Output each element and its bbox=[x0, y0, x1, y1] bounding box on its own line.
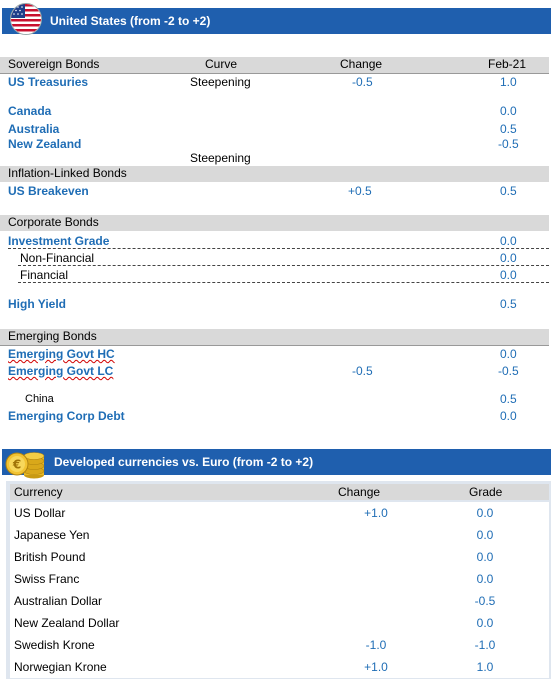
currency-name: US Dollar bbox=[14, 506, 66, 520]
currency-name: British Pound bbox=[14, 550, 86, 564]
currency-grade: 0.0 bbox=[476, 528, 494, 542]
row-financial: Financial bbox=[20, 268, 69, 282]
currency-grade: 0.0 bbox=[476, 550, 494, 564]
row-canada: Canada bbox=[8, 104, 52, 118]
us-breakeven-value: 0.5 bbox=[500, 184, 517, 198]
row-emerging-govt-hc: Emerging Govt HC bbox=[8, 347, 115, 361]
emerging-header: Emerging Bonds bbox=[8, 329, 97, 343]
inflation-header: Inflation-Linked Bonds bbox=[8, 166, 127, 180]
fx-row-swedish-krone: Swedish Krone -1.0 -1.0 bbox=[10, 634, 549, 656]
row-emerging-corp-debt: Emerging Corp Debt bbox=[8, 409, 125, 423]
fx-row-us-dollar: US Dollar +1.0 0.0 bbox=[10, 502, 549, 524]
currency-change: -1.0 bbox=[365, 638, 387, 652]
currency-name: Norwegian Krone bbox=[14, 660, 107, 674]
row-emerging-govt-lc: Emerging Govt LC bbox=[8, 364, 114, 378]
china-value: 0.5 bbox=[500, 392, 517, 406]
fx-header-row bbox=[10, 484, 549, 500]
fx-banner: Developed currencies vs. Euro (from -2 t… bbox=[2, 449, 551, 475]
non-financial-divider bbox=[18, 265, 549, 266]
corporate-header: Corporate Bonds bbox=[8, 215, 99, 229]
fx-grade-header: Grade bbox=[469, 485, 503, 499]
fx-row-japanese-yen: Japanese Yen 0.0 bbox=[10, 524, 549, 546]
financial-divider bbox=[18, 282, 549, 283]
investment-grade-divider bbox=[8, 248, 549, 249]
us-treasuries-curve: Steepening bbox=[190, 75, 251, 89]
fx-row-british-pound: British Pound 0.0 bbox=[10, 546, 549, 568]
row-australia: Australia bbox=[8, 122, 60, 136]
australia-value: 0.5 bbox=[500, 122, 517, 136]
high-yield-value: 0.5 bbox=[500, 297, 517, 311]
fx-row-australian-dollar: Australian Dollar -0.5 bbox=[10, 590, 549, 612]
currency-grade: 0.0 bbox=[476, 506, 494, 520]
row-non-financial: Non-Financial bbox=[20, 251, 95, 265]
fx-row-new-zealand-dollar: New Zealand Dollar 0.0 bbox=[10, 612, 549, 634]
fx-row-norwegian-krone: Norwegian Krone +1.0 1.0 bbox=[10, 656, 549, 678]
sovereign-header: Sovereign Bonds bbox=[8, 57, 100, 71]
emerging-govt-hc-value: 0.0 bbox=[500, 347, 517, 361]
us-breakeven-change: +0.5 bbox=[348, 184, 372, 198]
euro-coins-icon: € bbox=[4, 444, 46, 480]
row-new-zealand: New Zealand bbox=[8, 137, 82, 151]
currency-grade: 0.0 bbox=[476, 572, 494, 586]
currency-change: +1.0 bbox=[364, 660, 388, 674]
date-header: Feb-21 bbox=[488, 57, 527, 71]
row-us-treasuries: US Treasuries bbox=[8, 75, 89, 89]
row-high-yield: High Yield bbox=[8, 297, 67, 311]
curve-header: Curve bbox=[205, 57, 238, 71]
currency-name: New Zealand Dollar bbox=[14, 616, 120, 630]
curve-steepening-2: Steepening bbox=[190, 151, 251, 165]
us-flag-icon bbox=[10, 3, 42, 35]
us-treasuries-change: -0.5 bbox=[352, 75, 373, 89]
fx-banner-title: Developed currencies vs. Euro (from -2 t… bbox=[54, 455, 314, 469]
inflation-header-bar bbox=[0, 166, 549, 182]
svg-text:€: € bbox=[12, 458, 21, 472]
us-banner-title: United States (from -2 to +2) bbox=[50, 14, 211, 28]
currency-grade: 1.0 bbox=[476, 660, 494, 674]
canada-value: 0.0 bbox=[500, 104, 517, 118]
currency-change: +1.0 bbox=[364, 506, 388, 520]
financial-value: 0.0 bbox=[500, 268, 517, 282]
currency-name: Japanese Yen bbox=[14, 528, 90, 542]
investment-grade-value: 0.0 bbox=[500, 234, 517, 248]
sovereign-header-divider bbox=[0, 73, 549, 74]
row-investment-grade: Investment Grade bbox=[8, 234, 110, 248]
non-financial-value: 0.0 bbox=[500, 251, 517, 265]
emerging-govt-lc-change: -0.5 bbox=[352, 364, 373, 378]
fx-change-header: Change bbox=[338, 485, 381, 499]
currency-name: Swiss Franc bbox=[14, 572, 80, 586]
us-treasuries-value: 1.0 bbox=[500, 75, 517, 89]
sovereign-header-bar bbox=[0, 57, 549, 73]
currency-name: Australian Dollar bbox=[14, 594, 103, 608]
corporate-header-bar bbox=[0, 215, 549, 231]
fx-currency-header: Currency bbox=[14, 485, 63, 499]
currency-name: Swedish Krone bbox=[14, 638, 95, 652]
currency-grade: 0.0 bbox=[476, 616, 494, 630]
emerging-header-divider bbox=[0, 345, 549, 346]
new-zealand-value: -0.5 bbox=[498, 137, 519, 151]
us-banner: United States (from -2 to +2) bbox=[2, 8, 551, 34]
emerging-header-bar bbox=[0, 329, 549, 345]
row-us-breakeven: US Breakeven bbox=[8, 184, 89, 198]
change-header: Change bbox=[340, 57, 383, 71]
currency-grade: -1.0 bbox=[474, 638, 496, 652]
row-china: China bbox=[25, 393, 54, 405]
emerging-corp-debt-value: 0.0 bbox=[500, 409, 517, 423]
emerging-govt-lc-value: -0.5 bbox=[498, 364, 519, 378]
fx-row-swiss-franc: Swiss Franc 0.0 bbox=[10, 568, 549, 590]
currency-grade: -0.5 bbox=[474, 594, 496, 608]
